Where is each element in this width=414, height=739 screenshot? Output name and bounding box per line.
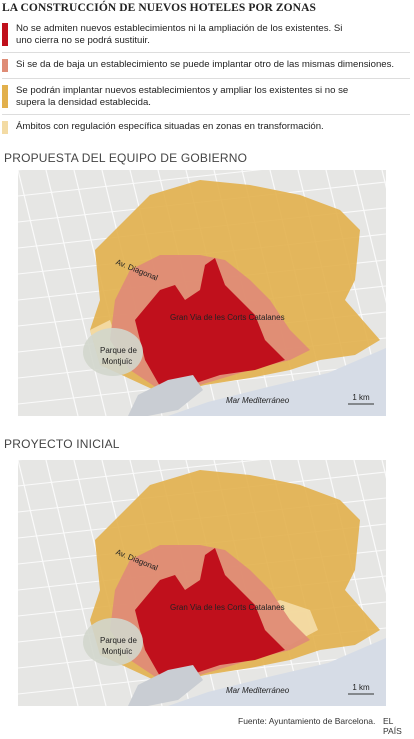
road xyxy=(45,460,107,706)
title: LA CONSTRUCCIÓN DE NUEVOS HOTELES POR ZO… xyxy=(2,2,316,14)
legend-swatch xyxy=(2,59,8,72)
legend-item: Ámbitos con regulación específica situad… xyxy=(2,118,410,140)
map-label: Montjuïc xyxy=(102,357,132,366)
road xyxy=(18,460,262,487)
map-label: Mar Mediterráneo xyxy=(226,686,290,695)
map-label: Parque de xyxy=(100,636,137,645)
map-label: Gran Via de les Corts Catalanes xyxy=(170,603,285,612)
port xyxy=(128,375,203,416)
map-label: Mar Mediterráneo xyxy=(226,396,290,405)
legend-text: No se admiten nuevos establecimientos ni… xyxy=(16,23,343,46)
brand: EL PAÍS xyxy=(383,716,402,736)
zone xyxy=(135,258,285,395)
map-label: Gran Via de les Corts Catalanes xyxy=(170,313,285,322)
road xyxy=(18,170,262,197)
sea xyxy=(168,348,386,416)
map-label: Parque de xyxy=(100,346,137,355)
legend-text: Si se da de baja un establecimiento se p… xyxy=(16,59,395,70)
road xyxy=(18,460,79,706)
park xyxy=(83,328,143,376)
map-heading: PROYECTO INICIAL xyxy=(4,437,120,451)
scale-label: 1 km xyxy=(352,393,370,402)
road xyxy=(353,460,386,594)
map-heading: PROPUESTA DEL EQUIPO DE GOBIERNO xyxy=(4,151,248,165)
legend-item: Se podrán implantar nuevos establecimien… xyxy=(2,82,410,115)
legend-swatch xyxy=(2,23,8,46)
zone xyxy=(135,548,285,685)
legend-swatch xyxy=(2,85,8,108)
park xyxy=(83,618,143,666)
road xyxy=(45,170,107,416)
legend-item: Si se da de baja un establecimiento se p… xyxy=(2,56,410,79)
map-label: Montjuïc xyxy=(102,647,132,656)
source: Fuente: Ayuntamiento de Barcelona. xyxy=(238,716,376,726)
legend: No se admiten nuevos establecimientos ni… xyxy=(2,20,410,143)
road xyxy=(353,170,386,304)
port xyxy=(128,665,203,706)
legend-swatch xyxy=(2,121,8,134)
legend-text: Se podrán implantar nuevos establecimien… xyxy=(16,85,349,108)
legend-text: Ámbitos con regulación específica situad… xyxy=(16,121,324,132)
legend-item: No se admiten nuevos establecimientos ni… xyxy=(2,20,410,53)
sea xyxy=(168,638,386,706)
road xyxy=(18,170,79,416)
scale-label: 1 km xyxy=(352,683,370,692)
